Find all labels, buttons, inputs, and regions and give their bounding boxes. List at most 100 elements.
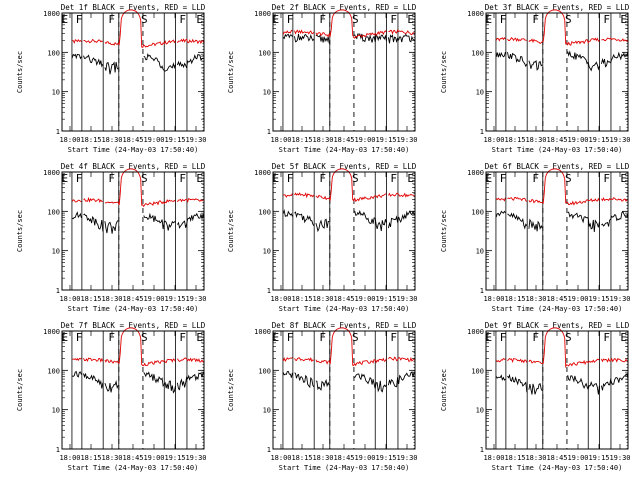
x-axis-label: Start Time (24-May-03 17:50:40) (68, 464, 199, 472)
interval-marker: F (500, 13, 507, 26)
interval-marker: F (319, 331, 326, 344)
y-axis-label: Counts/sec (16, 369, 24, 411)
panel-title: Det 1f BLACK = Events, RED = LLD (61, 3, 206, 12)
panel-1: Det 1f BLACK = Events, RED = LLD Counts/s… (16, 3, 207, 154)
interval-marker: F (390, 172, 397, 185)
x-tick-label: 18:30 (525, 454, 546, 462)
interval-marker: S (352, 172, 359, 185)
interval-marker: E (620, 13, 627, 26)
x-tick-label: 18:00 (59, 136, 80, 144)
x-tick-label: 18:45 (546, 136, 567, 144)
events-series-line (282, 208, 416, 233)
interval-marker: F (603, 331, 610, 344)
y-axis-label: Counts/sec (227, 369, 235, 411)
interval-marker: F (287, 172, 294, 185)
x-tick-label: 18:15 (504, 295, 525, 303)
plot-frame (61, 330, 205, 450)
y-axis-label: Counts/sec (16, 51, 24, 93)
x-tick-label: 18:15 (504, 136, 525, 144)
y-tick-label: 10 (52, 248, 60, 256)
x-tick-label: 19:30 (185, 295, 206, 303)
panel-title: Det 7f BLACK = Events, RED = LLD (61, 321, 206, 330)
x-tick-label: 18:45 (122, 136, 143, 144)
interval-marker: F (179, 331, 186, 344)
lld-series-line (495, 9, 629, 46)
interval-marker: F (500, 172, 507, 185)
x-tick-label: 18:00 (483, 295, 504, 303)
panel-title: Det 2f BLACK = Events, RED = LLD (272, 3, 417, 12)
x-tick-label: 19:00 (354, 295, 375, 303)
x-tick-label: 18:30 (312, 295, 333, 303)
x-tick-label: 18:15 (80, 295, 101, 303)
x-tick-label: 18:15 (80, 454, 101, 462)
panel-2: Det 2f BLACK = Events, RED = LLD Counts/s… (227, 3, 418, 154)
y-tick-label: 1000 (43, 169, 60, 177)
interval-marker: F (108, 13, 115, 26)
y-tick-label: 10 (263, 89, 271, 97)
interval-marker: F (76, 13, 83, 26)
y-tick-label: 10 (476, 89, 484, 97)
y-tick-label: 100 (471, 49, 484, 57)
events-series-line (282, 33, 416, 44)
y-tick-label: 1 (56, 287, 60, 295)
y-tick-label: 10 (476, 248, 484, 256)
x-tick-label: 19:00 (567, 136, 588, 144)
interval-marker: E (486, 172, 493, 185)
x-tick-label: 19:30 (609, 136, 630, 144)
x-tick-label: 19:00 (143, 454, 164, 462)
panel-8: Det 8f BLACK = Events, RED = LLD Counts/s… (227, 321, 418, 472)
interval-marker: F (532, 172, 539, 185)
x-tick-label: 18:45 (333, 454, 354, 462)
x-tick-label: 19:00 (354, 136, 375, 144)
x-tick-label: 19:30 (609, 295, 630, 303)
interval-marker: E (273, 13, 280, 26)
events-series-line (71, 52, 205, 75)
panel-title: Det 9f BLACK = Events, RED = LLD (485, 321, 630, 330)
events-series-line (71, 211, 205, 234)
x-axis-label: Start Time (24-May-03 17:50:40) (492, 146, 623, 154)
plot-frame (485, 330, 629, 450)
interval-marker: F (390, 13, 397, 26)
lld-series-line (72, 9, 205, 48)
interval-marker: S (352, 331, 359, 344)
x-tick-label: 18:00 (270, 136, 291, 144)
lld-series-line (71, 327, 205, 367)
panel-4: Det 4f BLACK = Events, RED = LLD Counts/s… (16, 162, 207, 313)
interval-marker: F (500, 331, 507, 344)
events-series-line (495, 210, 629, 233)
x-axis-label: Start Time (24-May-03 17:50:40) (279, 305, 410, 313)
x-tick-label: 19:30 (185, 454, 206, 462)
panel-3: Det 3f BLACK = Events, RED = LLD Counts/s… (440, 3, 631, 154)
x-tick-label: 18:45 (122, 454, 143, 462)
interval-marker: E (196, 172, 203, 185)
panel-title: Det 8f BLACK = Events, RED = LLD (272, 321, 417, 330)
y-tick-label: 10 (52, 89, 60, 97)
interval-marker: F (179, 13, 186, 26)
x-tick-label: 18:45 (546, 295, 567, 303)
y-tick-label: 1 (480, 287, 484, 295)
interval-marker: E (196, 331, 203, 344)
x-tick-label: 19:00 (143, 295, 164, 303)
plot-frame (485, 12, 629, 132)
x-tick-label: 19:00 (143, 136, 164, 144)
interval-marker: F (287, 13, 294, 26)
interval-marker: F (108, 172, 115, 185)
interval-marker: F (179, 172, 186, 185)
interval-marker: E (486, 13, 493, 26)
interval-marker: F (108, 331, 115, 344)
x-tick-label: 19:15 (375, 295, 396, 303)
y-tick-label: 100 (258, 208, 271, 216)
y-tick-label: 10 (263, 248, 271, 256)
interval-marker: S (352, 13, 359, 26)
lld-series-line (495, 168, 629, 206)
y-tick-label: 100 (258, 49, 271, 57)
x-tick-label: 18:45 (122, 295, 143, 303)
x-tick-label: 19:15 (588, 295, 609, 303)
x-tick-label: 19:15 (164, 454, 185, 462)
x-tick-label: 18:30 (525, 136, 546, 144)
y-tick-label: 100 (47, 208, 60, 216)
x-tick-label: 19:15 (164, 295, 185, 303)
interval-marker: S (141, 172, 148, 185)
plot-frame (272, 330, 416, 450)
x-tick-label: 19:15 (588, 454, 609, 462)
